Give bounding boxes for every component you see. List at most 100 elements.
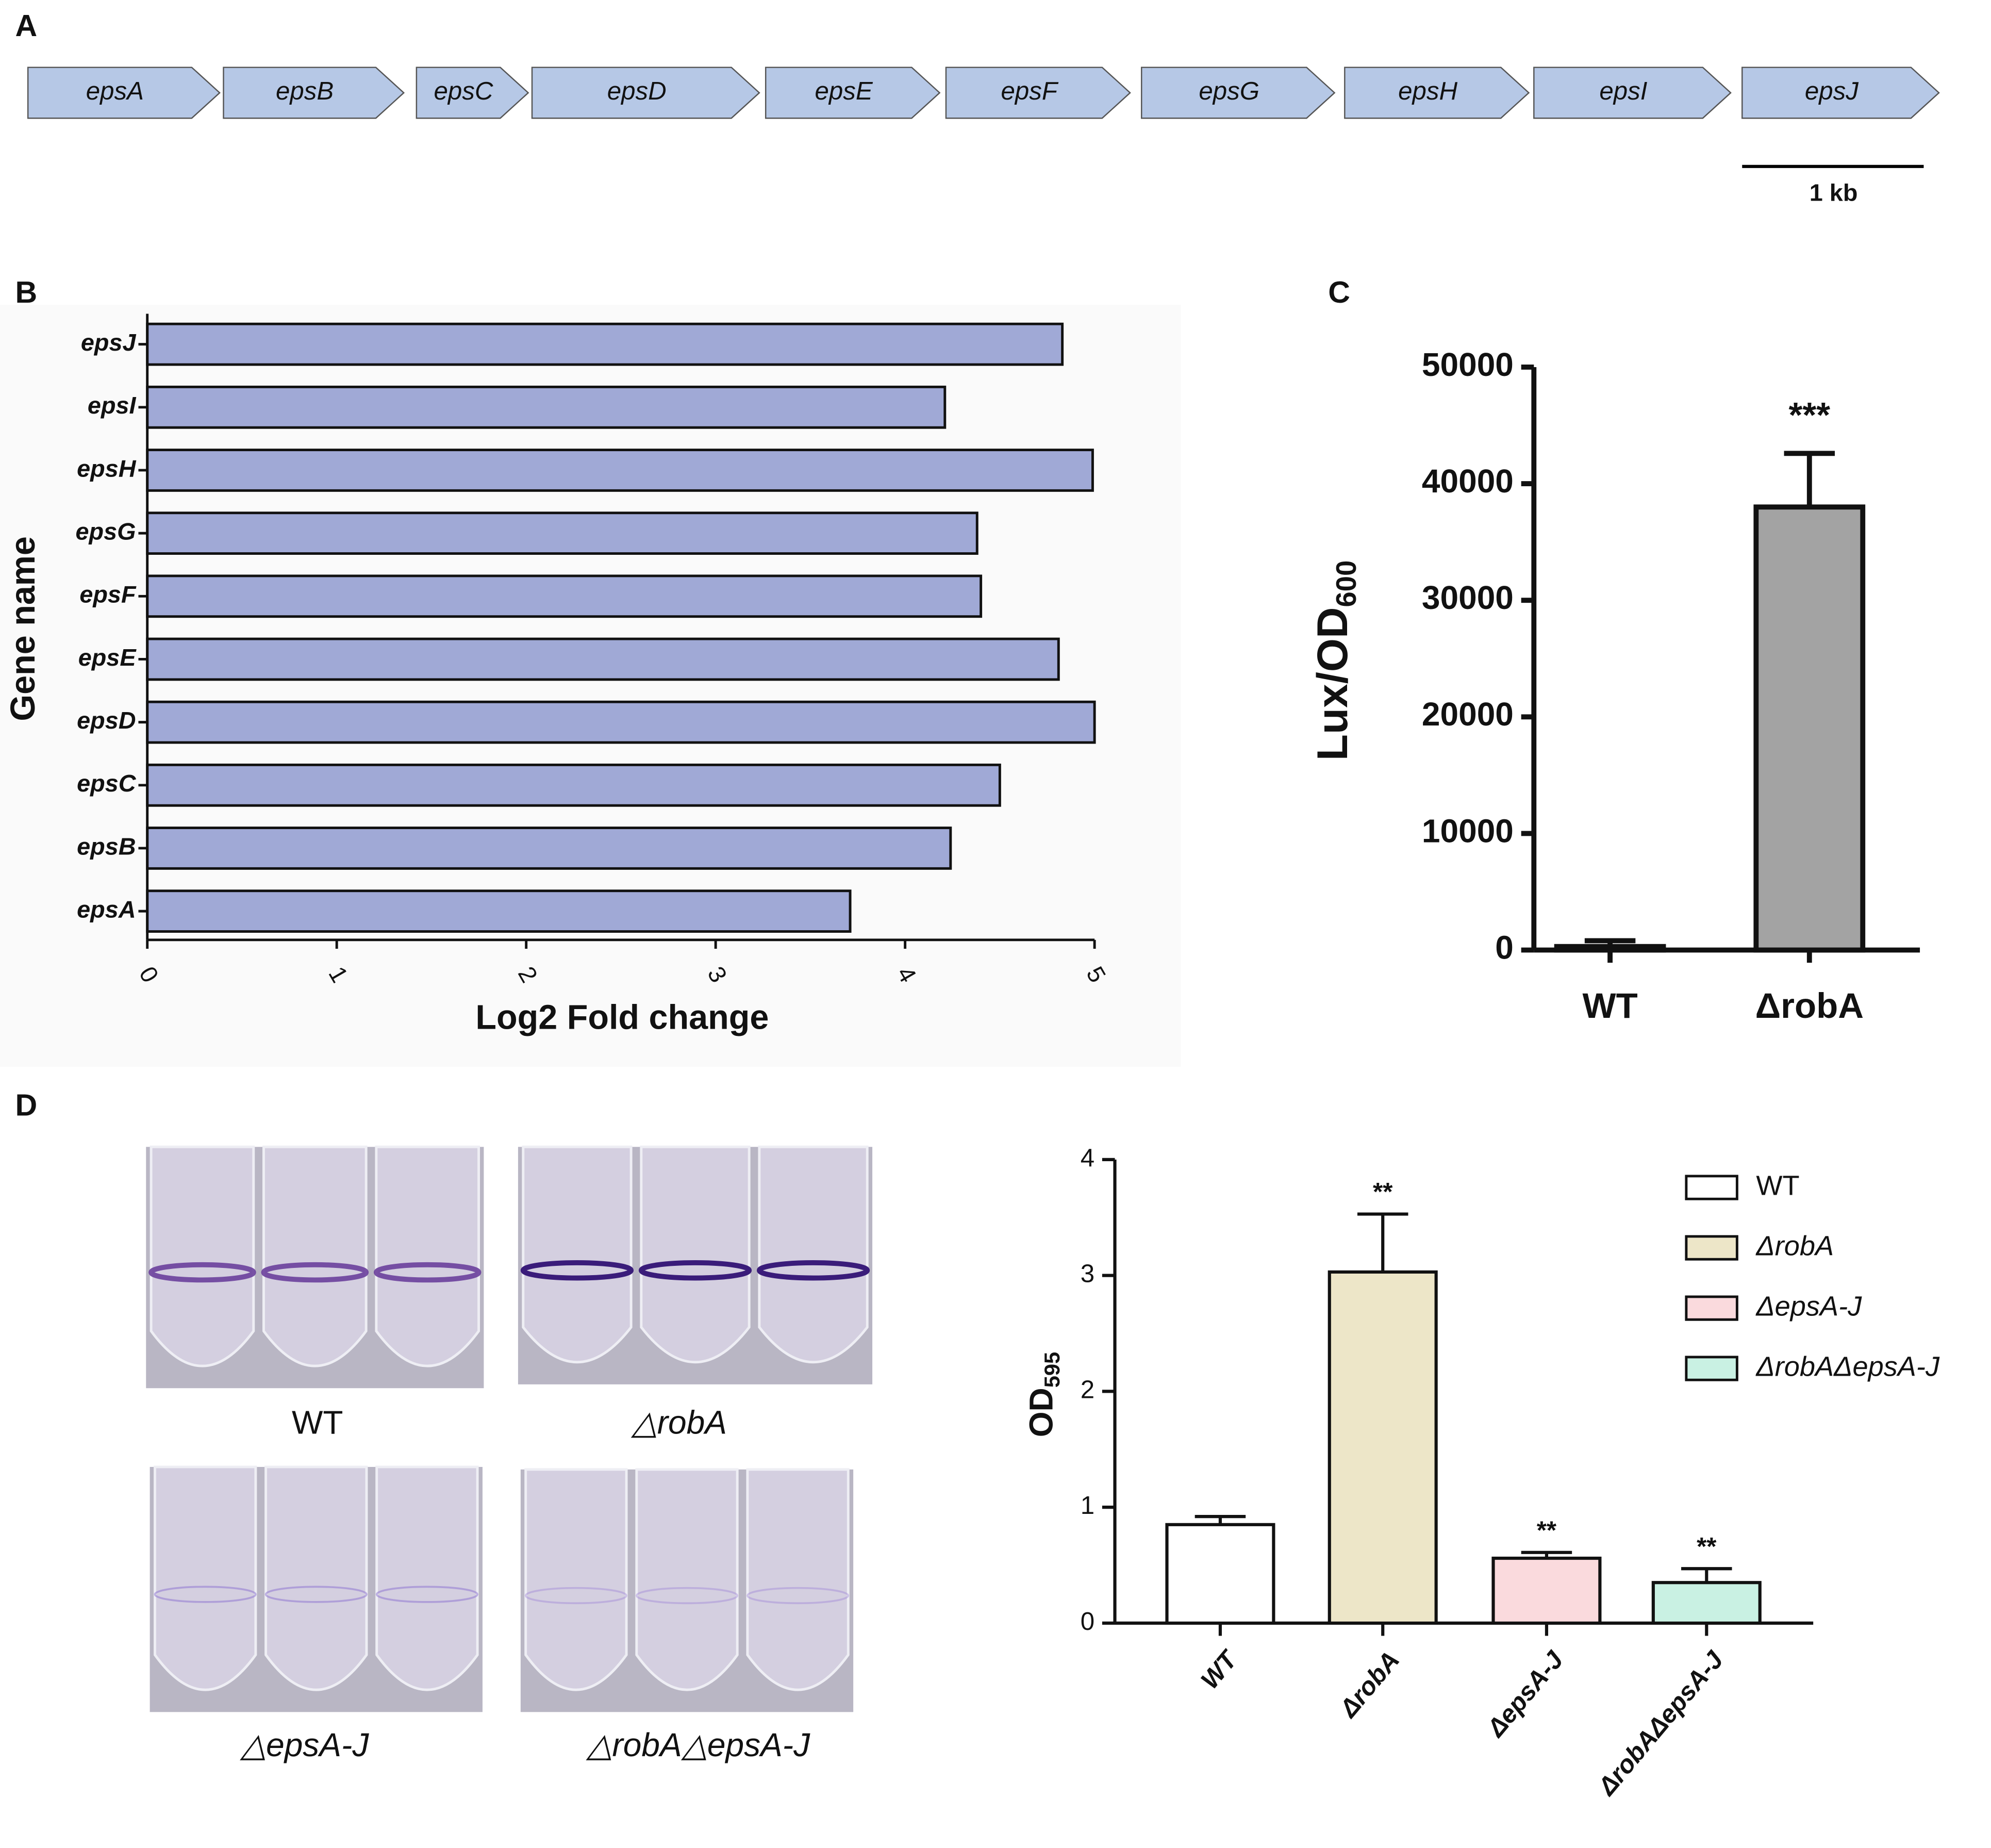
tube [262,1145,368,1367]
biofilm-ring [635,1587,739,1605]
gene-label: epsH [1398,77,1457,105]
gene-label: epsE [815,77,873,105]
bar [146,827,952,870]
panel-label: C [1328,275,1350,309]
tube [375,1465,479,1691]
x-tick-label: WT [1196,1644,1244,1694]
photo-label: △robA△epsA-J [586,1726,810,1763]
gene-arrow [1533,67,1732,119]
biofilm-ring [375,1586,478,1603]
significance-label: ** [1537,1516,1557,1544]
gene-arrow [531,67,760,119]
tube [524,1468,628,1691]
panel-label: A [15,8,38,43]
bar [1554,944,1666,953]
biofilm-ring [638,1260,752,1281]
y-tick-label: epsA [77,896,136,922]
gene-arrow [1344,67,1530,119]
biofilm-ring [148,1262,256,1283]
legend-label: ΔepsA-J [1755,1291,1862,1322]
legend-label: ΔrobA [1755,1230,1834,1261]
gene-label: epsC [434,77,493,105]
y-axis-title-sub: 595 [1040,1352,1064,1388]
x-tick-label: ΔrobA [1755,986,1864,1026]
tube [154,1465,257,1691]
tube [640,1145,751,1364]
y-axis-title: Gene name [4,536,42,721]
significance-label: ** [1373,1178,1393,1206]
x-tick-label: WT [1582,986,1637,1026]
biofilm-ring [520,1260,634,1281]
legend-swatch [1685,1235,1738,1261]
y-tick-label: epsD [77,707,136,734]
panel-label: D [15,1088,38,1123]
bar [146,322,1064,366]
bar [1651,1581,1762,1625]
bar [146,637,1060,681]
y-tick-label: 30000 [1422,579,1514,616]
y-tick-label: 2 [1081,1375,1094,1404]
y-axis-title-sub: 600 [1331,560,1363,607]
gene-arrow [1141,67,1336,119]
gene-arrow [416,67,529,119]
x-axis-title: Log2 Fold change [475,999,769,1037]
y-tick-label: 1 [1081,1491,1094,1520]
y-tick-label: 10000 [1422,812,1514,849]
photo-label: WT [292,1404,343,1441]
tube [264,1465,368,1691]
gene-label: epsA [86,77,144,105]
gene-arrow [27,67,221,119]
tube [522,1145,633,1364]
y-tick-label: epsE [78,644,137,671]
biofilm-ring [261,1262,369,1283]
bar [146,512,978,555]
legend-swatch [1685,1295,1738,1321]
x-tick-label: ΔepsA-J [1481,1645,1569,1743]
legend-label: WT [1756,1170,1799,1201]
gene-label: epsJ [1805,77,1859,105]
legend-swatch [1685,1356,1738,1381]
biofilm-ring [524,1587,627,1605]
bar [146,889,852,933]
y-tick-label: epsJ [81,329,137,356]
gene-arrow [223,67,405,119]
biofilm-ring [746,1587,850,1605]
y-axis-title: OD595 [1023,1352,1064,1437]
x-tick-label: ΔrobA [1334,1646,1405,1723]
biofilm-ring [154,1586,257,1603]
bar [1328,1270,1438,1625]
bar [146,763,1001,807]
scale-label: 1 kb [1810,179,1858,206]
y-tick-label: 50000 [1422,346,1514,383]
y-tick-label: epsC [77,770,137,797]
gene-label: epsI [1599,77,1647,105]
y-tick-label: 3 [1081,1260,1094,1288]
y-tick-label: 0 [1495,929,1514,966]
significance-label: *** [1789,395,1831,435]
y-tick-label: 20000 [1422,696,1514,733]
y-tick-label: epsB [77,833,136,860]
tube [150,1145,255,1367]
bar [1165,1523,1275,1625]
legend-label: ΔrobAΔepsA-J [1755,1351,1940,1382]
tube [758,1145,869,1364]
photo-label: △robA [631,1404,726,1441]
biofilm-ring [373,1262,482,1283]
gene-arrow [945,67,1131,119]
gene-arrow [1741,67,1940,119]
gene-label: epsD [607,77,667,105]
gene-label: epsG [1199,77,1259,105]
bar [1753,504,1866,953]
x-tick-label: ΔrobAΔepsA-J [1592,1645,1729,1802]
tube [746,1468,850,1691]
y-axis-title-main: OD [1023,1388,1060,1437]
photo-label: △epsA-J [240,1726,369,1763]
y-tick-label: 40000 [1422,463,1514,500]
panel-label: B [15,275,38,309]
biofilm-ring [264,1586,368,1603]
y-tick-label: epsI [88,392,137,419]
bar [146,449,1094,492]
gene-arrow [765,67,941,119]
